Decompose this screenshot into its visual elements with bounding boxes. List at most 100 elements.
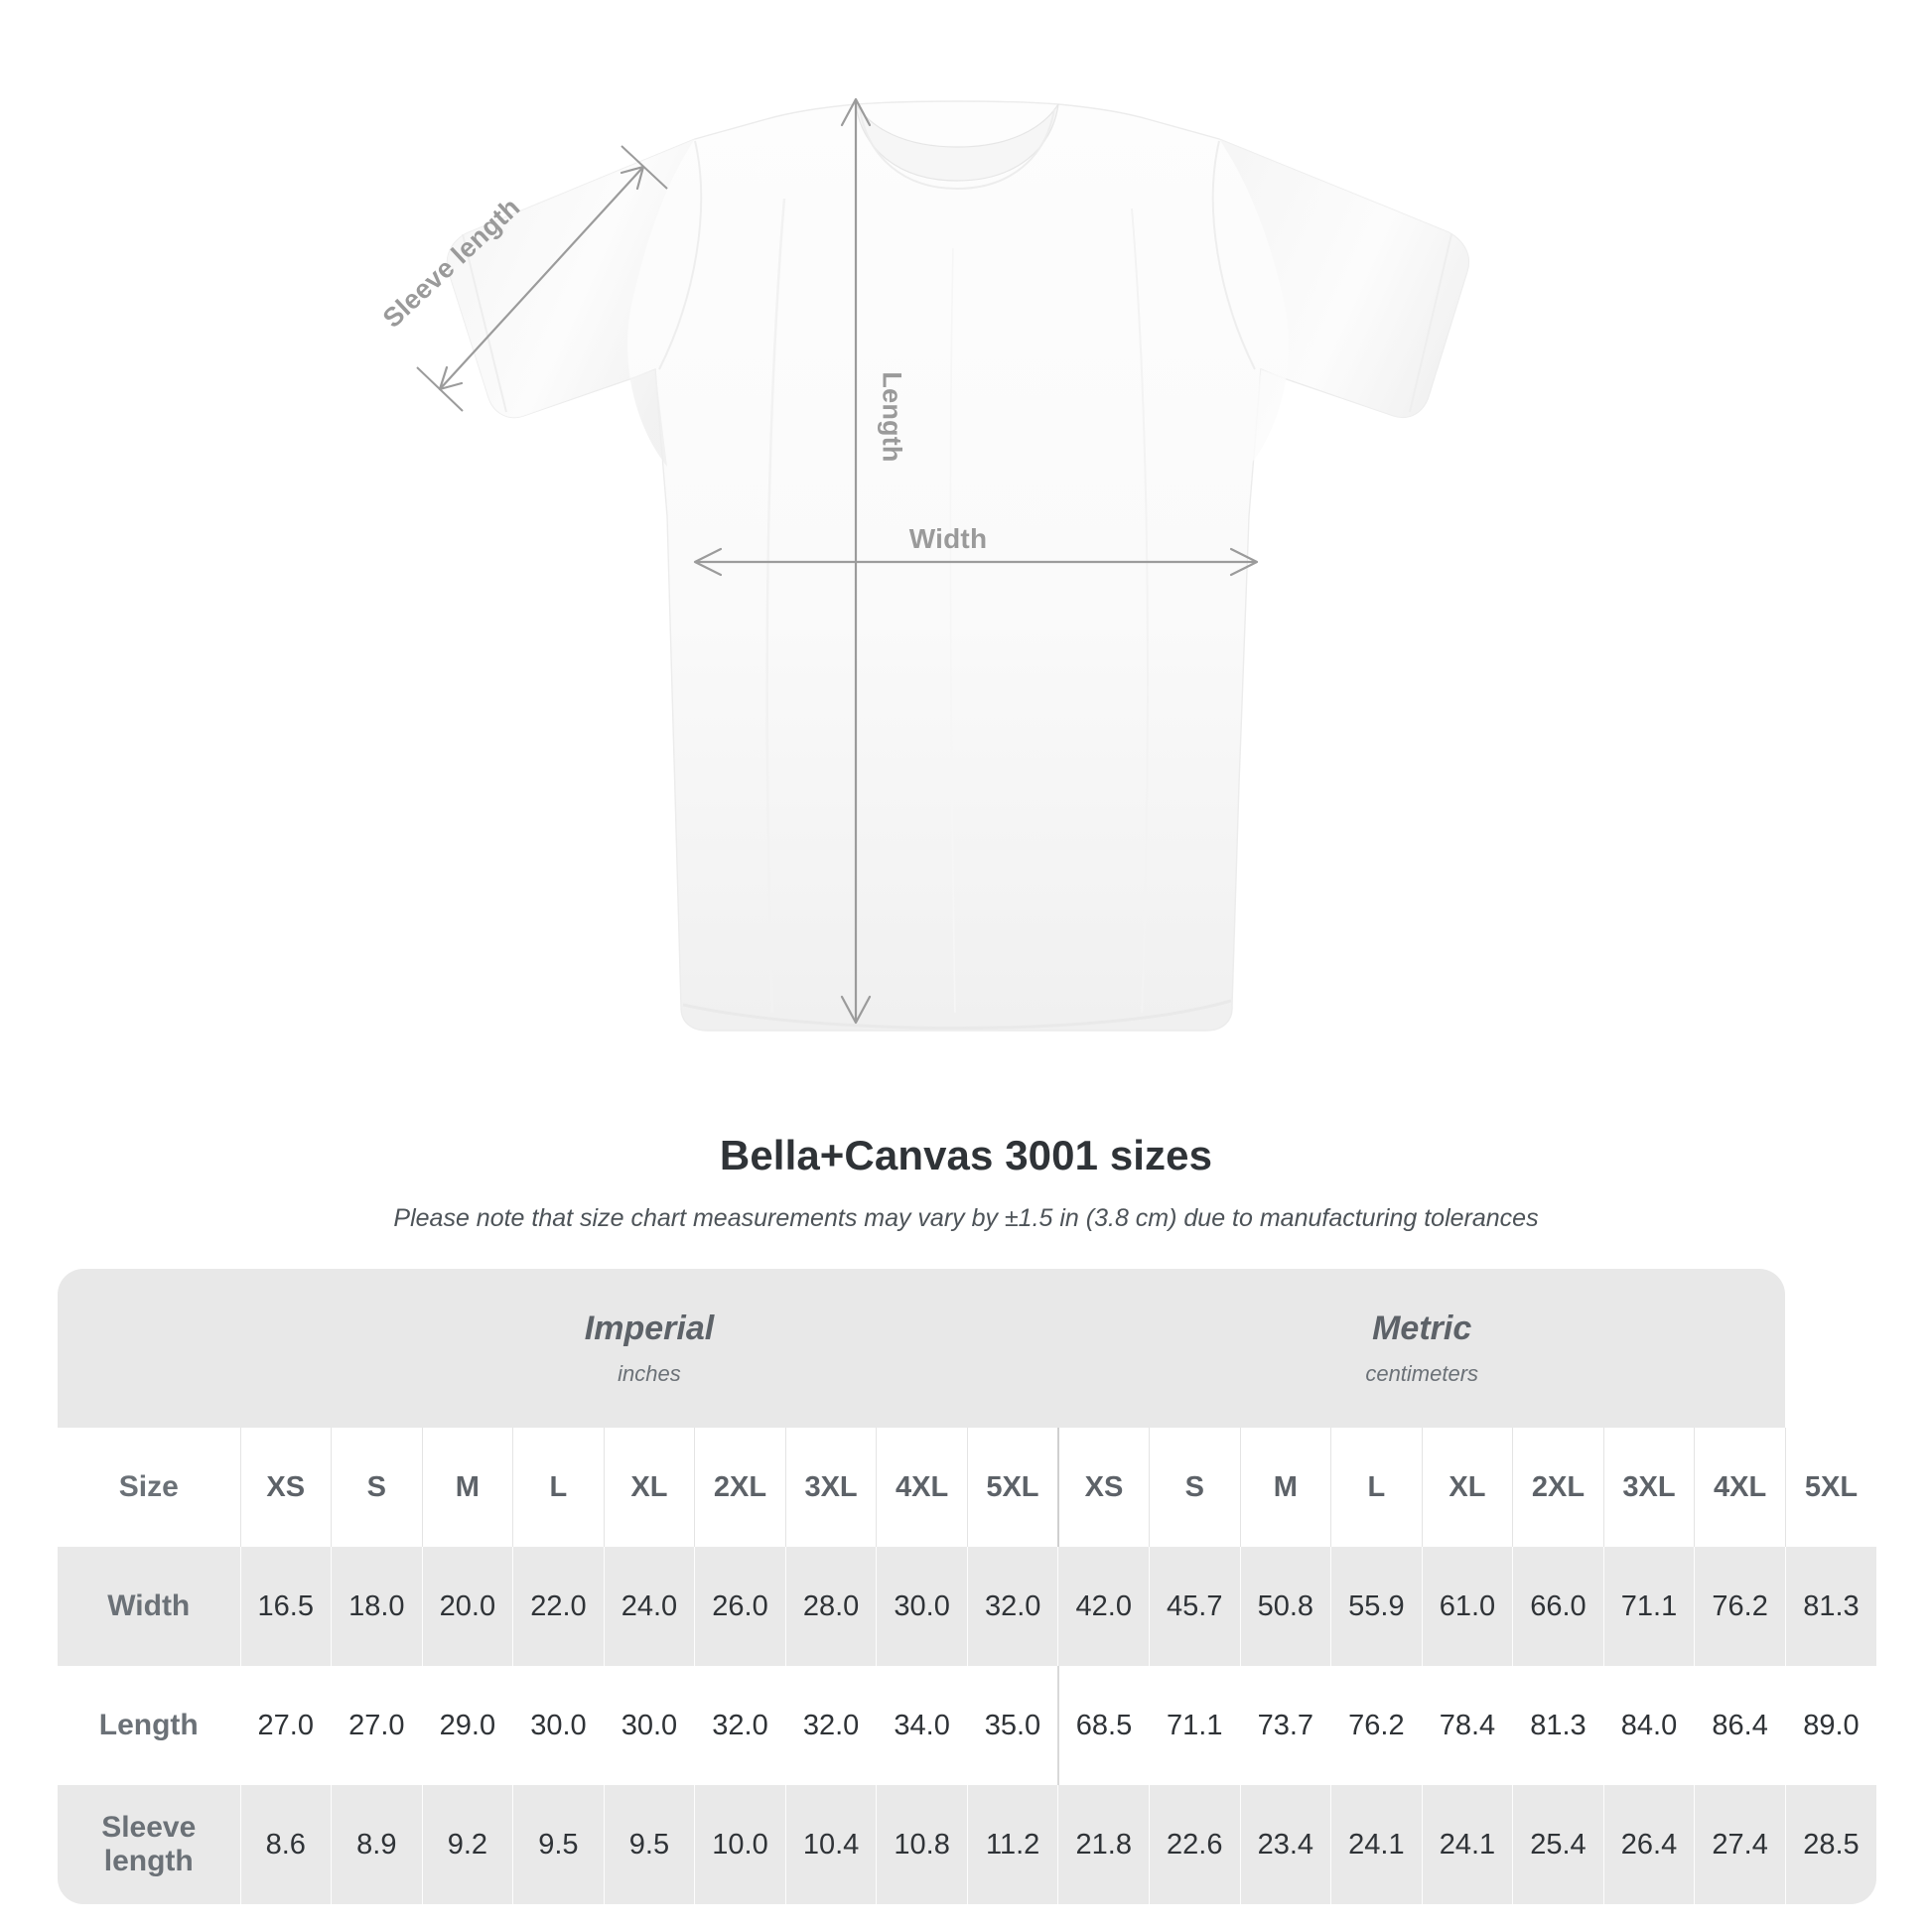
size-header-cell: L [1330, 1428, 1423, 1547]
data-cell: 30.0 [603, 1666, 695, 1785]
data-cell: 9.5 [512, 1785, 605, 1904]
length-label: Length [877, 371, 907, 463]
data-cell: 81.3 [1512, 1666, 1604, 1785]
size-chart-table: Imperial inches Metric centimeters Size … [58, 1269, 1876, 1904]
data-cell: 84.0 [1602, 1666, 1695, 1785]
data-cell: 24.0 [603, 1547, 695, 1666]
data-cell: 21.8 [1057, 1785, 1150, 1904]
data-cell: 86.4 [1694, 1666, 1786, 1785]
data-cell: 9.5 [603, 1785, 695, 1904]
data-cell: 81.3 [1784, 1547, 1876, 1666]
size-header-cell: 4XL [876, 1428, 968, 1547]
size-header-cell: M [421, 1428, 513, 1547]
sleeve-arrowhead-top [620, 165, 645, 191]
sleeve-cap-top [621, 145, 668, 190]
unit-group-imperial: Imperial inches [240, 1269, 1058, 1428]
size-header-cell: S [331, 1428, 423, 1547]
data-cell: 35.0 [966, 1666, 1058, 1785]
data-cell: 50.8 [1239, 1547, 1331, 1666]
data-cell: 28.5 [1784, 1785, 1876, 1904]
data-cell: 55.9 [1330, 1547, 1423, 1666]
data-cell: 68.5 [1056, 1666, 1150, 1785]
size-header-cell: 5XL [1784, 1428, 1876, 1547]
table-row: Length 27.0 27.0 29.0 30.0 30.0 32.0 32.… [58, 1666, 1876, 1785]
size-table-container: Imperial inches Metric centimeters Size … [58, 1269, 1876, 1904]
row-label-length: Length [58, 1666, 240, 1785]
data-cell: 8.9 [331, 1785, 423, 1904]
data-cell: 45.7 [1149, 1547, 1241, 1666]
size-header-cell: XL [603, 1428, 695, 1547]
data-cell: 32.0 [784, 1666, 877, 1785]
size-header-cell: L [512, 1428, 605, 1547]
data-cell: 30.0 [876, 1547, 968, 1666]
data-cell: 23.4 [1239, 1785, 1331, 1904]
size-header-cell: M [1239, 1428, 1331, 1547]
size-header-cell: 3XL [1602, 1428, 1695, 1547]
data-cell: 22.0 [512, 1547, 605, 1666]
tolerance-note: Please note that size chart measurements… [393, 1204, 1539, 1232]
data-cell: 73.7 [1239, 1666, 1331, 1785]
data-cell: 66.0 [1512, 1547, 1604, 1666]
size-header-cell: 5XL [966, 1428, 1058, 1547]
size-header-cell: S [1149, 1428, 1241, 1547]
data-cell: 10.8 [876, 1785, 968, 1904]
sleeve-length-dimension [416, 145, 668, 412]
measurement-annotations [416, 97, 1259, 1025]
unit-group-row: Imperial inches Metric centimeters [58, 1269, 1876, 1428]
data-cell: 71.1 [1149, 1666, 1241, 1785]
table-row: Sleeve length 8.6 8.9 9.2 9.5 9.5 10.0 1… [58, 1785, 1876, 1904]
data-cell: 9.2 [421, 1785, 513, 1904]
size-header-cell: XS [1056, 1428, 1150, 1547]
length-arrowhead-top [840, 97, 872, 127]
data-cell: 11.2 [966, 1785, 1058, 1904]
size-header-cell: XL [1421, 1428, 1513, 1547]
tshirt-diagram: Sleeve length Length Width [377, 97, 1469, 1032]
data-cell: 78.4 [1421, 1666, 1513, 1785]
data-cell: 29.0 [421, 1666, 513, 1785]
width-dimension [693, 547, 1259, 577]
data-cell: 34.0 [876, 1666, 968, 1785]
data-cell: 24.1 [1421, 1785, 1513, 1904]
size-header-cell: 2XL [1512, 1428, 1604, 1547]
length-arrowhead-bottom [840, 995, 872, 1025]
data-cell: 76.2 [1694, 1547, 1786, 1666]
size-header-cell: 4XL [1694, 1428, 1786, 1547]
data-cell: 24.1 [1330, 1785, 1423, 1904]
unit-group-imperial-sub: inches [618, 1360, 681, 1386]
data-cell: 20.0 [421, 1547, 513, 1666]
width-arrowhead-right [1229, 547, 1259, 577]
width-arrowhead-left [693, 547, 723, 577]
data-cell: 27.4 [1694, 1785, 1786, 1904]
row-label-sleeve-length: Sleeve length [58, 1785, 240, 1904]
data-cell: 18.0 [331, 1547, 423, 1666]
data-cell: 28.0 [784, 1547, 877, 1666]
unit-group-corner [58, 1269, 240, 1428]
table-row: Width 16.5 18.0 20.0 22.0 24.0 26.0 28.0… [58, 1547, 1876, 1666]
data-cell: 22.6 [1149, 1785, 1241, 1904]
size-header-row: Size XS S M L XL 2XL 3XL 4XL 5XL XS S M … [58, 1428, 1876, 1547]
size-header-label: Size [58, 1428, 240, 1547]
data-cell: 10.4 [784, 1785, 877, 1904]
data-cell: 26.0 [694, 1547, 786, 1666]
data-cell: 42.0 [1057, 1547, 1150, 1666]
size-header-cell: XS [239, 1428, 332, 1547]
width-label: Width [908, 523, 988, 554]
row-label-width: Width [58, 1547, 240, 1666]
unit-group-metric-name: Metric [1372, 1310, 1472, 1348]
sleeve-arrowhead-bottom [438, 365, 464, 391]
data-cell: 32.0 [694, 1666, 786, 1785]
page-title: Bella+Canvas 3001 sizes [719, 1132, 1213, 1178]
tshirt-illustration-svg [416, 97, 1469, 1032]
unit-group-metric: Metric centimeters [1057, 1269, 1786, 1428]
data-cell: 27.0 [239, 1666, 332, 1785]
data-cell: 32.0 [966, 1547, 1058, 1666]
data-cell: 71.1 [1602, 1547, 1695, 1666]
data-cell: 61.0 [1421, 1547, 1513, 1666]
data-cell: 26.4 [1602, 1785, 1695, 1904]
size-header-cell: 3XL [784, 1428, 877, 1547]
data-cell: 8.6 [239, 1785, 332, 1904]
data-cell: 25.4 [1512, 1785, 1604, 1904]
data-cell: 30.0 [512, 1666, 605, 1785]
data-cell: 76.2 [1330, 1666, 1423, 1785]
